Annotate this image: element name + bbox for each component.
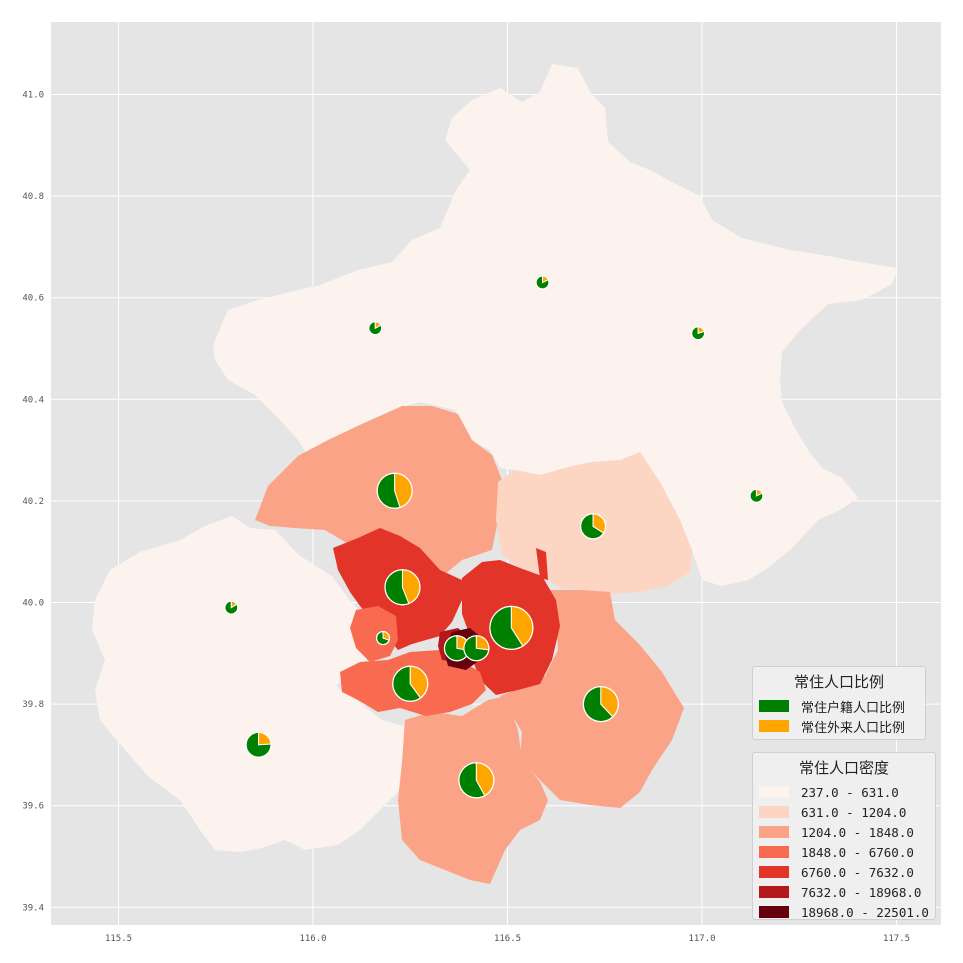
density-swatch — [759, 846, 789, 858]
density-swatch — [759, 866, 789, 878]
density-legend-item: 1204.0 - 1848.0 — [753, 822, 935, 842]
density-legend-item: 18968.0 - 22501.0 — [753, 902, 935, 922]
migrant-swatch — [759, 720, 789, 732]
ratio-legend-item-registered: 常住户籍人口比例 — [753, 696, 925, 716]
density-swatch — [759, 826, 789, 838]
density-legend-item: 237.0 - 631.0 — [753, 782, 935, 802]
density-legend-item: 631.0 - 1204.0 — [753, 802, 935, 822]
ratio-legend-title: 常住人口比例 — [793, 673, 884, 691]
pie-outline — [458, 762, 495, 799]
density-legend-label: 7632.0 - 18968.0 — [801, 884, 922, 900]
y-tick-label: 41.0 — [22, 91, 44, 101]
population-ratio-pie — [535, 275, 550, 290]
y-tick-label: 39.6 — [22, 802, 44, 812]
density-legend-label: 237.0 - 631.0 — [801, 784, 899, 800]
pie-outline — [579, 513, 607, 540]
pie-outline — [245, 731, 272, 758]
density-legend-title: 常住人口密度 — [798, 759, 889, 777]
density-legend-items: 237.0 - 631.0 631.0 - 1204.0 1204.0 - 1848… — [753, 782, 935, 922]
population-ratio-pie — [368, 321, 383, 336]
density-legend-item: 6760.0 - 7632.0 — [753, 862, 935, 882]
density-legend-item: 1848.0 - 6760.0 — [753, 842, 935, 862]
y-tick-label: 40.6 — [22, 294, 44, 304]
pie-outline — [463, 635, 490, 662]
population-ratio-pie — [582, 685, 619, 723]
density-legend-label: 18968.0 - 22501.0 — [801, 904, 929, 920]
y-tick-label: 40.2 — [22, 497, 44, 507]
population-ratio-pie — [245, 731, 272, 758]
density-swatch — [759, 806, 789, 818]
population-ratio-pie — [691, 326, 706, 341]
pie-outline — [392, 665, 429, 702]
population-ratio-pie — [376, 472, 413, 509]
pie-layer — [224, 275, 764, 799]
pie-outline — [749, 488, 764, 503]
y-tick-label: 40.0 — [22, 599, 44, 609]
ratio-legend: 常住人口比例 常住户籍人口比例 常住外来人口比例 — [752, 666, 926, 740]
pie-outline — [384, 569, 421, 606]
density-swatch — [759, 886, 789, 898]
ratio-legend-label: 常住户籍人口比例 — [801, 700, 906, 716]
pie-outline — [368, 321, 383, 336]
density-legend-label: 6760.0 - 7632.0 — [801, 864, 914, 880]
y-tick-label: 40.4 — [22, 395, 44, 405]
population-ratio-pie — [749, 488, 764, 503]
district-north — [213, 64, 898, 586]
population-ratio-pie — [579, 513, 607, 540]
pie-outline — [691, 326, 706, 341]
ratio-legend-item-migrant: 常住外来人口比例 — [753, 716, 925, 736]
y-tick-label: 39.4 — [22, 903, 44, 913]
density-swatch — [759, 906, 789, 918]
x-tick-label: 115.5 — [105, 934, 132, 944]
x-tick-label: 116.5 — [494, 934, 521, 944]
population-ratio-pie — [375, 630, 391, 646]
population-ratio-pie — [384, 569, 421, 606]
y-tick-label: 40.8 — [22, 192, 44, 202]
density-legend-item: 7632.0 - 18968.0 — [753, 882, 935, 902]
population-ratio-pie — [463, 635, 490, 662]
density-legend: 常住人口密度 237.0 - 631.0 631.0 - 1204.0 1204.0… — [752, 752, 936, 920]
pie-outline — [582, 685, 619, 723]
population-ratio-pie — [458, 762, 495, 799]
pie-outline — [535, 275, 550, 290]
density-legend-label: 631.0 - 1204.0 — [801, 804, 907, 820]
pie-outline — [375, 630, 391, 646]
axes-layer: 115.5 116.0 116.5 117.0 117.5 41.0 40.8 40.6 40.… — [22, 91, 910, 945]
y-tick-label: 39.8 — [22, 700, 44, 710]
district-shijingshan — [350, 606, 398, 662]
density-swatch — [759, 786, 789, 798]
population-ratio-pie — [392, 665, 429, 702]
pie-outline — [489, 605, 534, 651]
pie-outline — [376, 472, 413, 509]
pie-outline — [224, 600, 239, 615]
district-layer — [92, 64, 898, 884]
density-legend-label: 1204.0 - 1848.0 — [801, 824, 914, 840]
x-tick-label: 117.0 — [688, 934, 715, 944]
population-ratio-pie — [224, 600, 239, 615]
x-tick-label: 117.5 — [883, 934, 910, 944]
density-legend-label: 1848.0 - 6760.0 — [801, 844, 914, 860]
ratio-legend-label: 常住外来人口比例 — [801, 720, 906, 736]
district-southwest — [92, 516, 410, 852]
registered-swatch — [759, 700, 789, 712]
district-enclave — [536, 548, 548, 580]
x-tick-label: 116.0 — [299, 934, 326, 944]
population-ratio-pie — [489, 605, 534, 651]
